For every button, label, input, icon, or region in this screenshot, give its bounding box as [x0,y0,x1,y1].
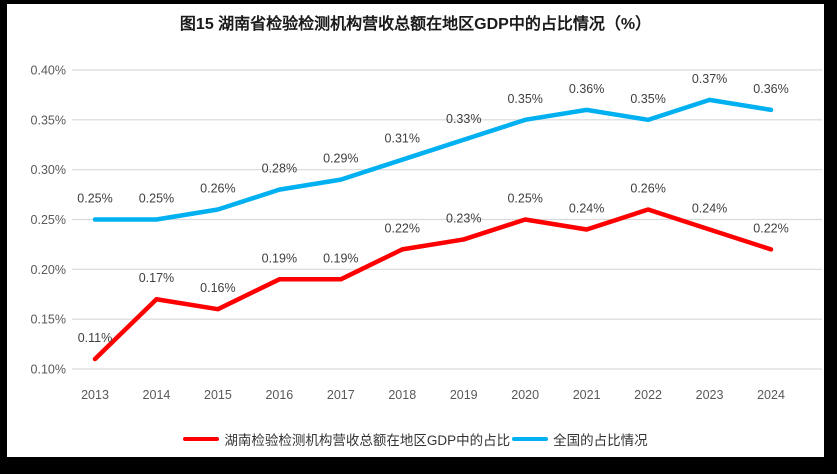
data-label: 0.35% [630,92,665,106]
data-label: 0.36% [569,82,604,96]
y-axis-tick-label: 0.40% [31,64,66,78]
data-label: 0.29% [323,152,358,166]
x-axis-tick-label: 2015 [204,388,232,402]
x-axis-tick-label: 2024 [757,388,785,402]
data-label: 0.26% [200,182,235,196]
x-axis-tick-label: 2021 [573,388,601,402]
data-label: 0.16% [200,281,235,295]
legend-label-national: 全国的占比情况 [553,433,648,448]
y-axis-tick-label: 0.20% [31,263,66,277]
legend-label-hunan: 湖南检验检测机构营收总额在地区GDP中的占比 [224,433,511,448]
data-label: 0.37% [692,72,727,86]
data-label: 0.26% [630,182,665,196]
data-label: 0.28% [262,162,297,176]
data-label: 0.25% [507,192,542,206]
data-label: 0.11% [78,331,113,345]
x-axis-tick-label: 2018 [388,388,416,402]
chart-legend: 湖南检验检测机构营收总额在地区GDP中的占比 全国的占比情况 [7,429,824,449]
data-label: 0.24% [569,201,604,215]
legend-item-hunan: 湖南检验检测机构营收总额在地区GDP中的占比 [183,429,510,449]
x-axis-tick-label: 2020 [511,388,539,402]
data-label: 0.25% [139,192,174,206]
data-label: 0.19% [262,251,297,265]
legend-swatch-blue-line [512,436,549,442]
legend-item-national: 全国的占比情况 [512,429,648,449]
x-axis-tick-label: 2014 [143,388,171,402]
x-axis-tick-label: 2013 [81,388,109,402]
y-axis-tick-label: 0.10% [31,363,66,377]
data-label: 0.22% [753,221,788,235]
series-line-0 [92,207,774,362]
x-axis-tick-label: 2022 [634,388,662,402]
x-axis-tick-label: 2019 [450,388,478,402]
y-axis-tick-label: 0.15% [31,313,66,327]
data-label: 0.23% [446,211,481,225]
data-label: 0.25% [77,192,112,206]
data-label: 0.35% [507,92,542,106]
chart-title: 图15 湖南省检验检测机构营收总额在地区GDP中的占比情况（%） [179,16,652,33]
data-label: 0.22% [385,221,420,235]
data-label: 0.36% [753,82,788,96]
y-axis-tick-label: 0.25% [31,213,66,227]
series-line-1 [92,97,774,222]
y-axis-tick-label: 0.30% [31,163,66,177]
data-label: 0.19% [323,251,358,265]
data-label: 0.24% [692,201,727,215]
x-axis-tick-label: 2023 [696,388,724,402]
x-axis-tick-label: 2016 [265,388,293,402]
data-label: 0.33% [446,112,481,126]
y-axis-tick-label: 0.35% [31,113,66,127]
legend-swatch-red-line [183,436,220,442]
x-axis-tick-label: 2017 [327,388,355,402]
data-label: 0.17% [139,271,174,285]
data-label: 0.31% [385,132,420,146]
